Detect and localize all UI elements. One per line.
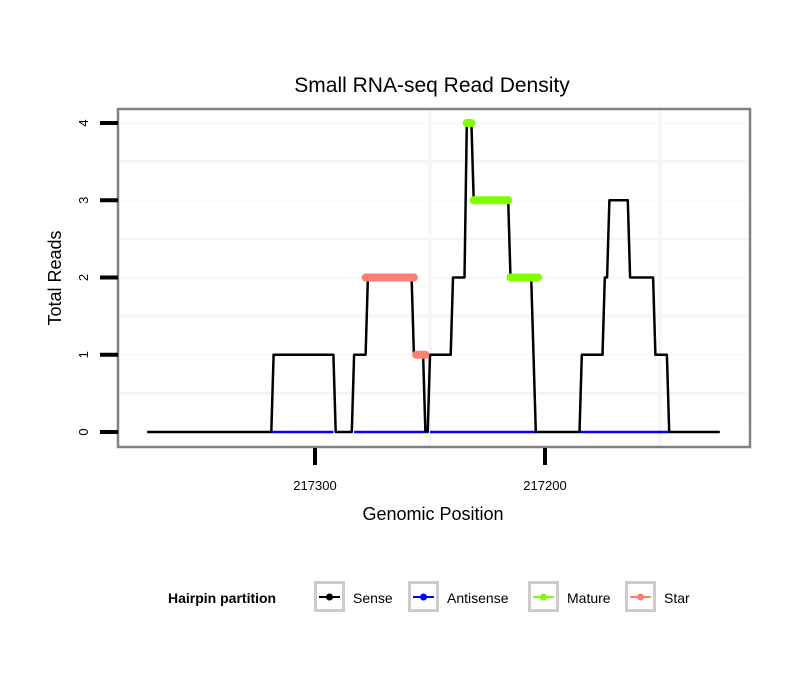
legend-key-box	[528, 581, 559, 612]
legend-title: Hairpin partition	[168, 590, 276, 606]
star-series	[361, 273, 430, 359]
legend-item-mature: Mature	[528, 581, 611, 612]
grid-lines	[119, 110, 749, 446]
legend-label: Mature	[567, 590, 611, 606]
x-tick-label: 217200	[523, 478, 566, 493]
legend-key-point	[540, 593, 547, 601]
x-axis-title: Genomic Position	[362, 504, 503, 524]
legend-item-antisense: Antisense	[408, 581, 509, 612]
x-tick-label: 217300	[293, 478, 336, 493]
legend-label: Sense	[353, 590, 393, 606]
y-axis-title: Total Reads	[45, 230, 65, 325]
legend-key-point	[637, 593, 644, 601]
y-axis: 0 1 2 3 4	[76, 119, 118, 436]
y-tick-label: 4	[76, 119, 91, 126]
mature-series	[462, 119, 543, 282]
legend-label: Antisense	[447, 590, 509, 606]
legend-item-star: Star	[625, 581, 690, 612]
y-tick-label: 3	[76, 197, 91, 204]
legend-item-sense: Sense	[314, 581, 393, 612]
y-tick-label: 1	[76, 351, 91, 358]
x-axis: 217300 217200	[293, 448, 567, 493]
legend-label: Star	[664, 590, 690, 606]
y-tick-label: 0	[76, 428, 91, 435]
y-tick-label: 2	[76, 274, 91, 281]
legend: Hairpin partition Sense Antisense Mature St…	[168, 581, 690, 612]
legend-key-point	[326, 593, 333, 601]
legend-key-point	[420, 593, 427, 601]
chart-title: Small RNA-seq Read Density	[294, 74, 570, 97]
